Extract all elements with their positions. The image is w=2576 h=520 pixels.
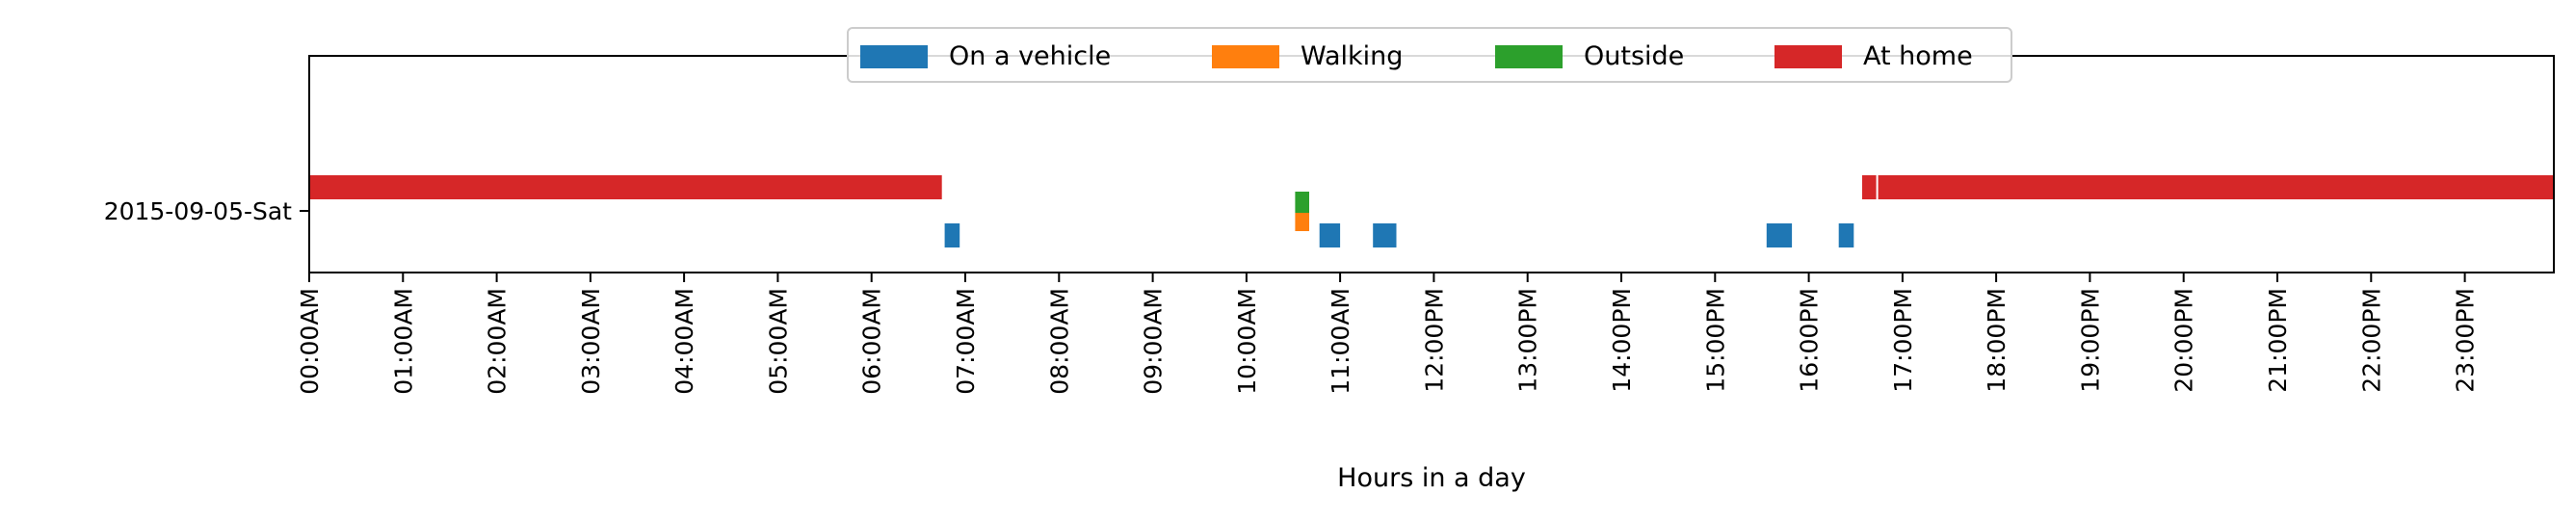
- x-tick-label: 11:00AM: [1327, 288, 1354, 395]
- legend-frame: [847, 27, 2012, 83]
- legend-label: On a vehicle: [949, 41, 1111, 71]
- activity-bar: [1319, 223, 1341, 247]
- x-tick-label: 03:00AM: [577, 288, 605, 395]
- activity-bar: [944, 223, 960, 247]
- x-tick-label: 08:00AM: [1045, 288, 1073, 395]
- legend-label: Walking: [1301, 41, 1403, 71]
- x-axis-label: Hours in a day: [1337, 463, 1526, 493]
- x-tick-label: 13:00PM: [1514, 288, 1542, 393]
- activity-bars: [309, 175, 2554, 247]
- x-axis: 00:00AM 01:00AM 02:00AM 03:00AM 04:00AM 05:00…: [296, 273, 2480, 395]
- x-tick-label: 14:00PM: [1608, 288, 1636, 393]
- x-tick-label: 20:00PM: [2170, 288, 2198, 393]
- x-tick-label: 15:00PM: [1701, 288, 1729, 393]
- activity-bar: [1295, 213, 1309, 231]
- activity-bar: [1766, 223, 1793, 247]
- x-tick-label: 17:00PM: [1889, 288, 1917, 393]
- x-tick-label: 23:00PM: [2452, 288, 2480, 393]
- activity-bar: [1373, 223, 1397, 247]
- legend-label: At home: [1863, 41, 1973, 71]
- x-tick-label: 07:00AM: [952, 288, 980, 395]
- activity-bar: [1295, 192, 1309, 213]
- legend-swatch: [1495, 45, 1563, 68]
- legend-swatch: [1212, 45, 1279, 68]
- legend-label: Outside: [1584, 41, 1684, 71]
- y-axis: 2015-09-05-Sat: [104, 197, 309, 225]
- x-tick-label: 21:00PM: [2264, 288, 2292, 393]
- x-tick-label: 04:00AM: [670, 288, 698, 395]
- x-tick-label: 02:00AM: [484, 288, 512, 395]
- activity-bar: [1878, 175, 2554, 199]
- x-tick-label: 05:00AM: [764, 288, 792, 395]
- legend-swatch: [1774, 45, 1842, 68]
- x-tick-label: 19:00PM: [2076, 288, 2104, 393]
- x-tick-label: 10:00AM: [1233, 288, 1261, 395]
- legend-swatch: [860, 45, 928, 68]
- activity-bar: [1838, 223, 1854, 247]
- x-tick-label: 12:00PM: [1420, 288, 1448, 393]
- legend: On a vehicle Walking Outside At home: [847, 27, 2012, 83]
- x-tick-label: 01:00AM: [389, 288, 417, 395]
- activity-bar: [309, 175, 942, 199]
- x-tick-label: 06:00AM: [858, 288, 886, 395]
- x-tick-label: 09:00AM: [1140, 288, 1168, 395]
- x-tick-label: 18:00PM: [1983, 288, 2011, 393]
- x-tick-label: 16:00PM: [1796, 288, 1824, 393]
- activity-bar: [1862, 175, 1877, 199]
- x-tick-label: 22:00PM: [2357, 288, 2385, 393]
- plot-frame: [308, 55, 2555, 273]
- x-tick-label: 00:00AM: [296, 288, 324, 395]
- y-tick-label: 2015-09-05-Sat: [104, 197, 292, 225]
